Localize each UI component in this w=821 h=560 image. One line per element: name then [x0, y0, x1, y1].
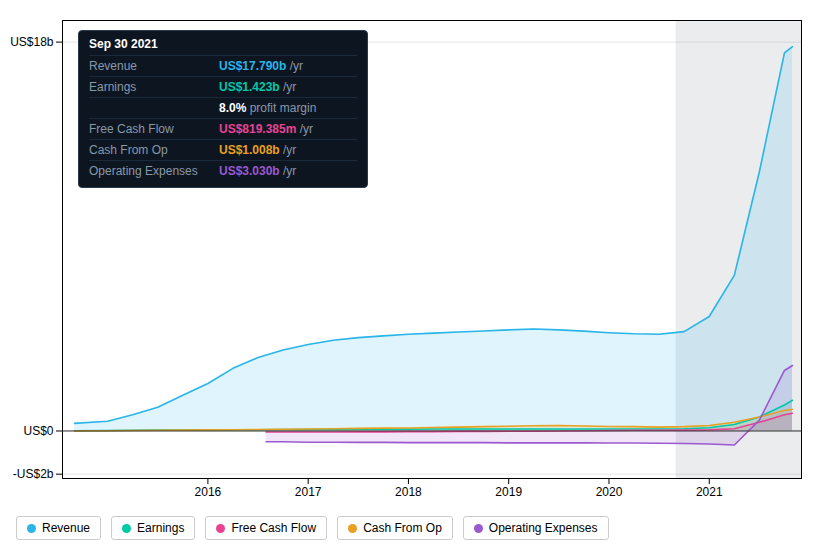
- html-text:Cash From Op: Cash From Op: [363, 521, 442, 535]
- svg-text:2017: 2017: [295, 485, 322, 499]
- html-text:Operating Expenses: Operating Expenses: [488, 521, 598, 535]
- svg-text:US$0: US$0: [23, 424, 53, 438]
- svg-text:-US$2b: -US$2b: [13, 467, 54, 481]
- html-text:Operating Expenses: Operating Expenses: [89, 164, 198, 178]
- html-text:Revenue: Revenue: [42, 521, 90, 535]
- svg-text:2016: 2016: [195, 485, 222, 499]
- html-text:8.0% profit margin: 8.0% profit margin: [219, 101, 317, 115]
- svg-text:2020: 2020: [596, 485, 623, 499]
- svg-text:2018: 2018: [395, 485, 422, 499]
- svg-text:2021: 2021: [696, 485, 723, 499]
- html-text:US$3.030b /yr: US$3.030b /yr: [219, 164, 297, 178]
- html-text:US$1.008b /yr: US$1.008b /yr: [219, 143, 297, 157]
- html-text:Revenue: Revenue: [89, 59, 137, 73]
- html-text:US$17.790b /yr: US$17.790b /yr: [219, 59, 304, 73]
- html-text:Earnings: Earnings: [137, 521, 185, 535]
- html-text:Free Cash Flow: Free Cash Flow: [231, 521, 317, 535]
- html-text:Cash From Op: Cash From Op: [89, 143, 168, 157]
- html-text:Earnings: Earnings: [89, 80, 137, 94]
- html-text:Sep 30 2021: Sep 30 2021: [89, 37, 158, 51]
- svg-text:2019: 2019: [495, 485, 522, 499]
- html-text:US$1.423b /yr: US$1.423b /yr: [219, 80, 297, 94]
- svg-text:US$18b: US$18b: [10, 35, 54, 49]
- html-text:Free Cash Flow: Free Cash Flow: [89, 122, 174, 136]
- html-text:US$819.385m /yr: US$819.385m /yr: [219, 122, 314, 136]
